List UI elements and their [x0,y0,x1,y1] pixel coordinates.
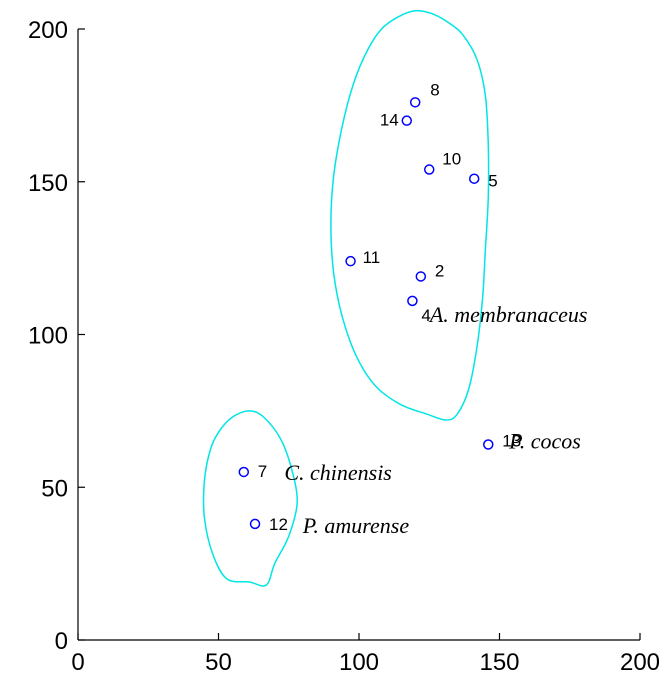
x-tick-label: 0 [71,649,84,676]
point-label-11: 11 [363,248,381,267]
data-point-11 [345,255,356,267]
point-label-2: 2 [435,261,444,280]
data-point-10 [424,164,435,175]
species-annotation: P. amurense [302,513,410,538]
y-tick-label: 100 [28,323,68,350]
species-annotation: P. cocos [508,428,581,453]
cluster-outline-1 [202,410,298,587]
point-label-5: 5 [488,172,497,191]
point-label-8: 8 [430,80,439,99]
y-tick-label: 150 [28,170,68,197]
x-tick-label: 150 [479,649,519,676]
x-tick-label: 200 [620,649,660,676]
cluster-outlines [202,9,490,587]
point-labels: 8 14 10 5 11 2 4 13 7 12 [258,80,521,534]
species-annotation: A. membranaceus [428,302,588,327]
point-label-7: 7 [258,462,267,481]
data-point-14 [401,115,413,126]
data-point-8 [409,97,421,108]
y-tick-label: 50 [41,475,68,502]
species-annotation: C. chinensis [284,460,392,485]
point-label-13: 13 [502,431,521,450]
y-tick-label: 200 [28,17,68,44]
data-point-5 [468,173,480,184]
axes [77,29,640,641]
data-point-13 [483,439,494,450]
point-label-4: 4 [421,306,430,325]
point-label-10: 10 [442,150,461,169]
cluster-outline-0 [330,9,490,421]
data-point-4 [407,295,418,307]
data-point-2 [415,271,427,282]
data-point-7 [238,466,250,478]
x-tick-label: 50 [205,649,232,676]
point-label-14: 14 [380,111,399,130]
data-point-12 [249,518,261,530]
ticks: 0 50 100 150 200 0 50 100 150 200 [28,17,660,676]
species-annotations: A. membranaceus P. cocos C. chinensis P. am… [284,302,587,538]
x-tick-label: 100 [339,649,379,676]
point-label-12: 12 [269,515,288,534]
y-tick-label: 0 [55,628,68,655]
data-points [238,97,494,530]
